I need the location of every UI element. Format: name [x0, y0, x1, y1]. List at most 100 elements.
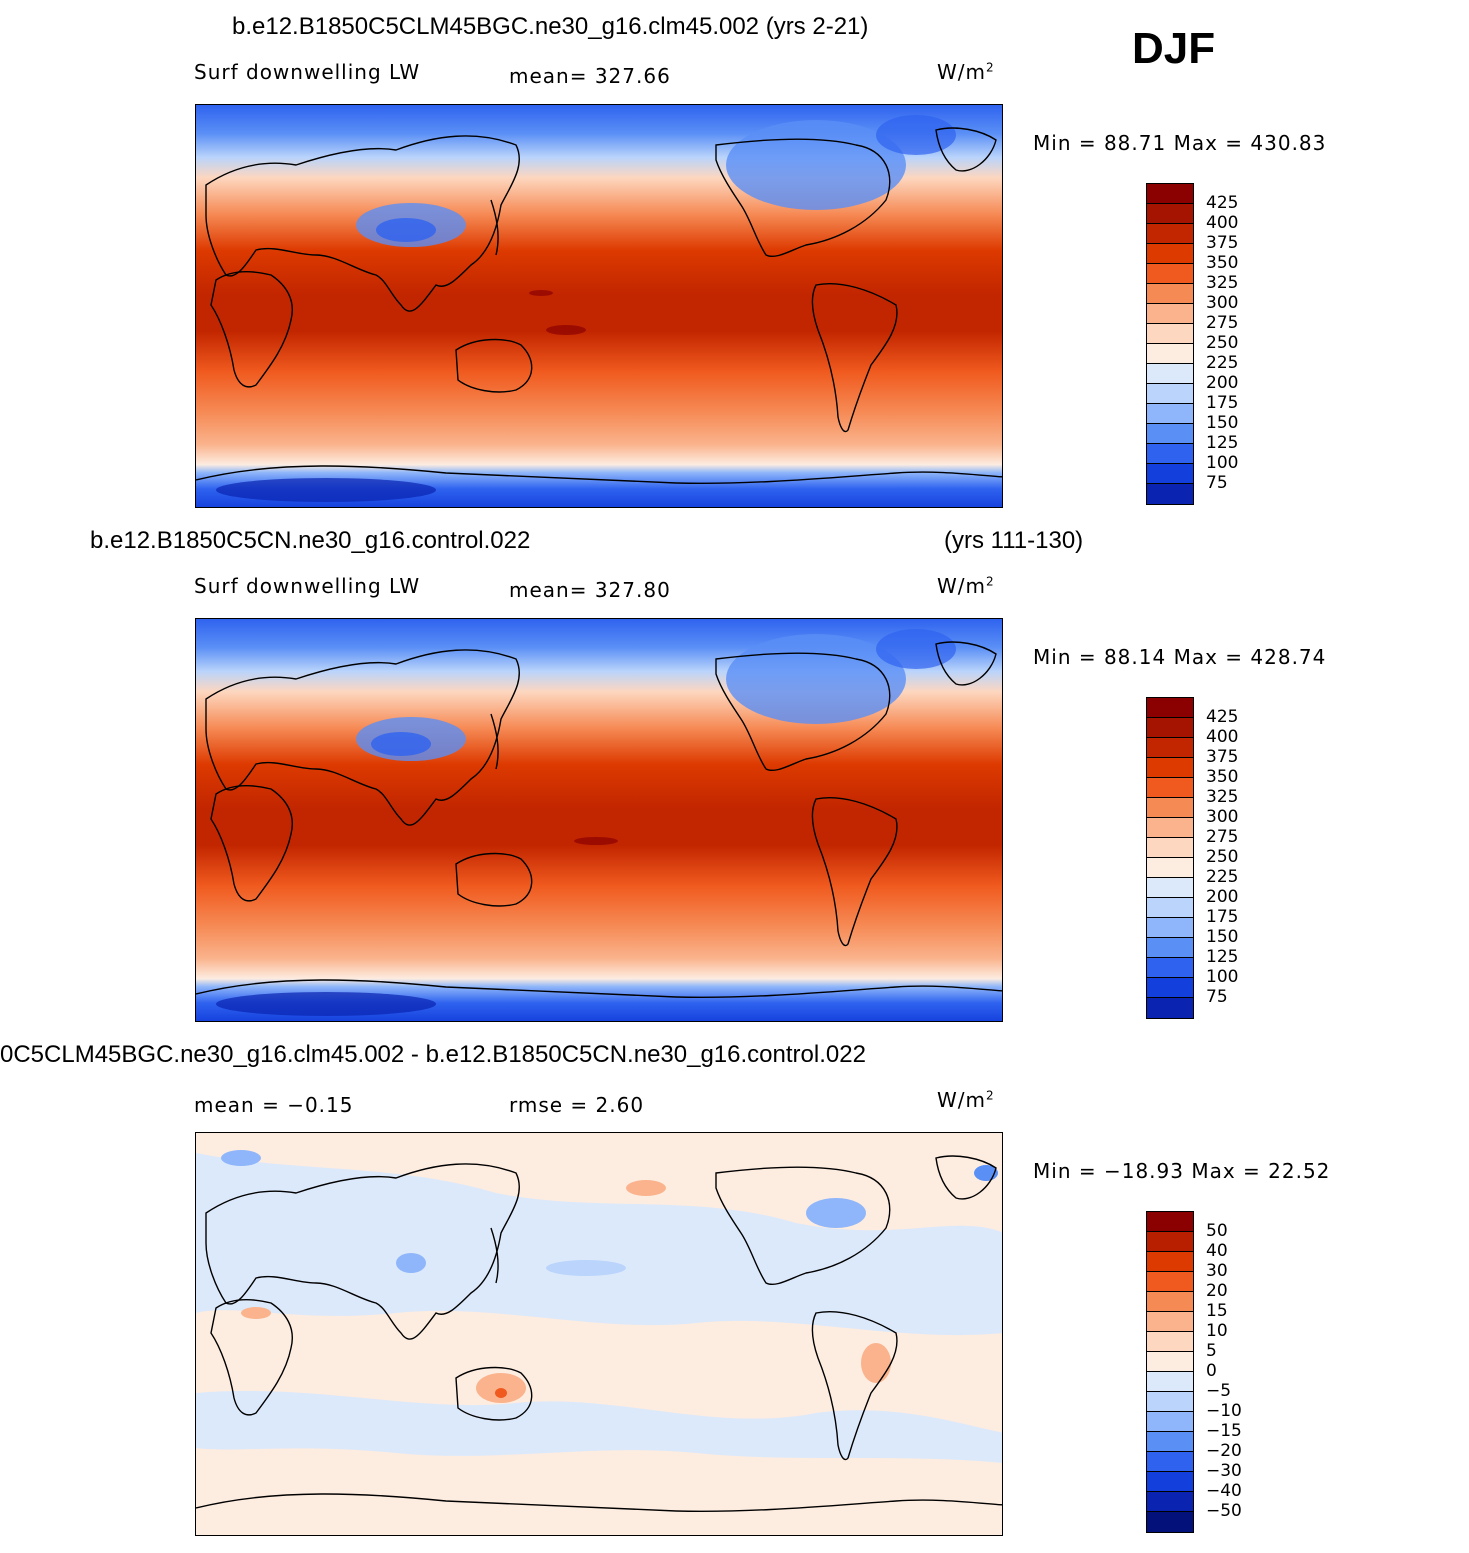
- tick-label: 200: [1206, 373, 1239, 393]
- panel1-colorbar-segment: [1147, 404, 1193, 424]
- tick-label: −20: [1206, 1441, 1242, 1461]
- panel3-colorbar: [1146, 1211, 1194, 1533]
- tick-label: 50: [1206, 1221, 1228, 1241]
- tick-label: 300: [1206, 293, 1239, 313]
- tick-label: 150: [1206, 927, 1239, 947]
- panel2-colorbar-segment: [1147, 938, 1193, 958]
- panel3-colorbar-segment: [1147, 1432, 1193, 1452]
- tick-label: 350: [1206, 253, 1239, 273]
- panel3-colorbar-segment: [1147, 1232, 1193, 1252]
- tick-label: 400: [1206, 213, 1239, 233]
- panel1-colorbar-segment: [1147, 444, 1193, 464]
- panel2-map: [195, 618, 1003, 1022]
- panel2-minmax: Min = 88.14 Max = 428.74: [1033, 645, 1327, 669]
- panel3-title: 0C5CLM45BGC.ne30_g16.clm45.002 - b.e12.B…: [0, 1041, 866, 1068]
- panel1-colorbar-segment: [1147, 384, 1193, 404]
- tick-label: −50: [1206, 1501, 1242, 1521]
- panel3-colorbar-ticks: 50 40 30 20 15 10 5 0 −5 −10 −15 −20 −30…: [1206, 1221, 1242, 1521]
- tick-label: 425: [1206, 707, 1239, 727]
- panel2-colorbar-segment: [1147, 718, 1193, 738]
- panel3-units: W/m2: [937, 1088, 995, 1112]
- panel3-rmse-label: rmse = 2.60: [509, 1093, 645, 1117]
- tick-label: −10: [1206, 1401, 1242, 1421]
- tick-label: 175: [1206, 393, 1239, 413]
- panel3-mean-label: mean = −0.15: [194, 1093, 354, 1117]
- panel2-colorbar-segment: [1147, 798, 1193, 818]
- panel2-units: W/m2: [937, 574, 995, 598]
- panel1-colorbar-segment: [1147, 204, 1193, 224]
- panel2-colorbar-segment: [1147, 878, 1193, 898]
- tick-label: 250: [1206, 847, 1239, 867]
- panel3-minmax: Min = −18.93 Max = 22.52: [1033, 1159, 1331, 1183]
- panel1-minmax: Min = 88.71 Max = 430.83: [1033, 131, 1327, 155]
- panel2-colorbar-segment: [1147, 978, 1193, 998]
- panel2-colorbar-segment: [1147, 858, 1193, 878]
- panel1-colorbar-segment: [1147, 184, 1193, 204]
- tick-label: 30: [1206, 1261, 1228, 1281]
- panel1-colorbar-segment: [1147, 244, 1193, 264]
- tick-label: 15: [1206, 1301, 1228, 1321]
- panel1-colorbar-segment: [1147, 284, 1193, 304]
- panel2-variable-label: Surf downwelling LW: [194, 574, 421, 598]
- panel2-colorbar-segment: [1147, 738, 1193, 758]
- panel3-colorbar-segment: [1147, 1332, 1193, 1352]
- tick-label: −5: [1206, 1381, 1232, 1401]
- tick-label: 425: [1206, 193, 1239, 213]
- panel2-colorbar-segment: [1147, 778, 1193, 798]
- panel1-map: [195, 104, 1003, 508]
- tick-label: 375: [1206, 233, 1239, 253]
- panel1-colorbar-segment: [1147, 464, 1193, 484]
- panel2-colorbar-segment: [1147, 838, 1193, 858]
- panel2-colorbar-segment: [1147, 758, 1193, 778]
- panel1-variable-label: Surf downwelling LW: [194, 60, 421, 84]
- panel1-units: W/m2: [937, 60, 995, 84]
- panel1-colorbar-segment: [1147, 304, 1193, 324]
- panel1-colorbar-segment: [1147, 424, 1193, 444]
- tick-label: 20: [1206, 1281, 1228, 1301]
- panel1-mean-label: mean= 327.66: [509, 64, 671, 88]
- tick-label: 40: [1206, 1241, 1228, 1261]
- panel3-colorbar-segment: [1147, 1452, 1193, 1472]
- panel2-years: (yrs 111-130): [944, 527, 1084, 554]
- panel3-colorbar-segment: [1147, 1292, 1193, 1312]
- tick-label: 250: [1206, 333, 1239, 353]
- tick-label: −30: [1206, 1461, 1242, 1481]
- panel3-colorbar-segment: [1147, 1412, 1193, 1432]
- tick-label: 125: [1206, 433, 1239, 453]
- panel1-colorbar-segment: [1147, 484, 1193, 504]
- tick-label: 400: [1206, 727, 1239, 747]
- panel3-colorbar-segment: [1147, 1392, 1193, 1412]
- tick-label: 350: [1206, 767, 1239, 787]
- panel1-colorbar-segment: [1147, 344, 1193, 364]
- tick-label: 325: [1206, 273, 1239, 293]
- panel3-colorbar-segment: [1147, 1212, 1193, 1232]
- panel2-colorbar-segment: [1147, 818, 1193, 838]
- panel2-mean-label: mean= 327.80: [509, 578, 671, 602]
- panel1-colorbar-segment: [1147, 224, 1193, 244]
- panel2-title: b.e12.B1850C5CN.ne30_g16.control.022: [90, 527, 531, 554]
- tick-label: −40: [1206, 1481, 1242, 1501]
- panel3-colorbar-segment: [1147, 1372, 1193, 1392]
- panel3-colorbar-segment: [1147, 1312, 1193, 1332]
- tick-label: 325: [1206, 787, 1239, 807]
- panel2-colorbar-segment: [1147, 898, 1193, 918]
- panel2-colorbar-segment: [1147, 998, 1193, 1018]
- panel2-colorbar-segment: [1147, 698, 1193, 718]
- panel3-colorbar-segment: [1147, 1252, 1193, 1272]
- panel2-colorbar-segment: [1147, 958, 1193, 978]
- panel1-colorbar-ticks: 425 400 375 350 325 300 275 250 225 200 …: [1206, 193, 1238, 493]
- panel3-colorbar-segment: [1147, 1472, 1193, 1492]
- tick-label: 100: [1206, 967, 1239, 987]
- panel2-colorbar-segment: [1147, 918, 1193, 938]
- tick-label: 375: [1206, 747, 1239, 767]
- panel1-colorbar: [1146, 183, 1194, 505]
- tick-label: 150: [1206, 413, 1239, 433]
- panel2-colorbar-ticks: 425 400 375 350 325 300 275 250 225 200 …: [1206, 707, 1238, 1007]
- panel1-colorbar-segment: [1147, 264, 1193, 284]
- panel1-title: b.e12.B1850C5CLM45BGC.ne30_g16.clm45.002…: [232, 13, 869, 40]
- panel3-colorbar-segment: [1147, 1272, 1193, 1292]
- tick-label: 5: [1206, 1341, 1217, 1361]
- tick-label: 225: [1206, 867, 1239, 887]
- tick-label: 275: [1206, 827, 1239, 847]
- tick-label: 275: [1206, 313, 1239, 333]
